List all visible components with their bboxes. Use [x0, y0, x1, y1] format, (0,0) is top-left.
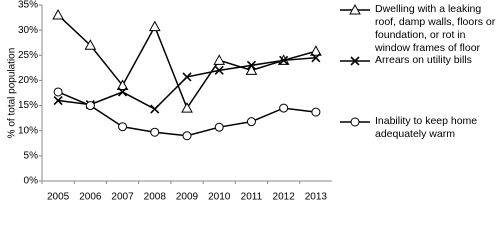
point — [214, 122, 224, 132]
point — [117, 87, 128, 97]
chart-page: % of total population 0% 5% 10% 15% 20% 25% 30… — [7, 0, 496, 203]
point — [52, 9, 64, 20]
point — [182, 72, 192, 82]
x-tick-label: 2005 — [47, 192, 70, 203]
point — [116, 79, 129, 90]
point — [279, 55, 289, 65]
point — [246, 117, 256, 127]
point — [53, 87, 63, 97]
point — [245, 64, 258, 75]
series-line — [57, 91, 316, 137]
y-tick-label: 15% — [18, 100, 38, 111]
point — [182, 131, 192, 141]
point — [148, 20, 161, 32]
point — [246, 60, 257, 70]
y-tick-label: 20% — [18, 75, 38, 86]
legend-label: Inability to keep home adequately warm — [375, 115, 478, 140]
x-tick-label: 2009 — [176, 192, 199, 203]
legend-label: Arrears on utility bills — [375, 54, 472, 66]
x-tick-label: 2007 — [111, 192, 134, 203]
legend-marker — [349, 3, 361, 15]
point — [279, 103, 289, 113]
legend-label: Dwelling with a leaking roof, damp walls… — [375, 3, 496, 54]
y-tick-label: 0% — [24, 176, 39, 187]
point — [214, 65, 224, 75]
x-tick-label: 2008 — [144, 192, 167, 203]
x-tick-label: 2012 — [273, 192, 296, 203]
point — [53, 95, 63, 106]
point — [84, 39, 97, 50]
point — [181, 102, 193, 113]
x-tick-label: 2010 — [208, 192, 231, 203]
x-tick-label: 2013 — [305, 192, 328, 203]
legend-marker — [350, 56, 360, 66]
point — [150, 127, 160, 137]
series-line — [58, 57, 316, 111]
y-tick-label: 35% — [18, 0, 38, 11]
point — [311, 53, 321, 63]
y-axis-label: % of total population — [7, 48, 18, 139]
point — [150, 104, 160, 114]
y-tick-label: 30% — [18, 25, 38, 36]
x-tick-label: 2006 — [79, 192, 102, 203]
y-tick-label: 5% — [24, 150, 39, 161]
point — [311, 107, 321, 117]
point — [310, 45, 322, 56]
point — [118, 122, 128, 132]
point — [213, 54, 226, 65]
point — [85, 101, 95, 111]
legend-marker — [350, 117, 360, 127]
chart: % of total population 0% 5% 10% 15% 20% 25% 30… — [7, 0, 370, 203]
x-tick-label: 2011 — [241, 192, 263, 203]
y-tick-label: 25% — [18, 50, 38, 61]
y-tick-label: 10% — [18, 125, 38, 136]
